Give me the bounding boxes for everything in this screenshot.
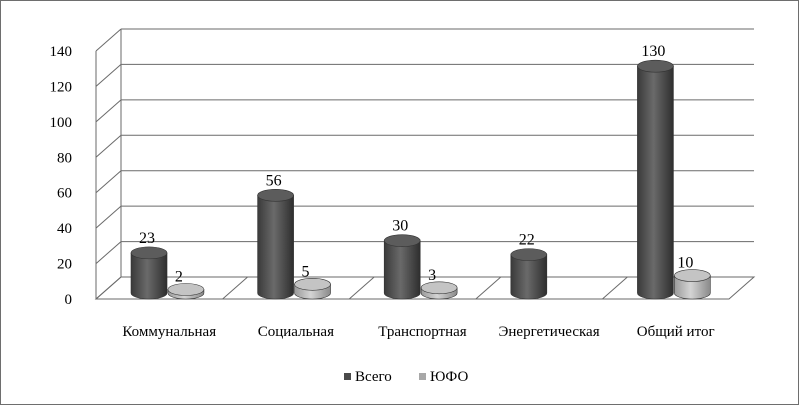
category-divider <box>475 276 502 300</box>
bar-vsego <box>637 59 674 300</box>
bar-yufo <box>167 283 205 300</box>
bar-top <box>383 234 421 247</box>
legend-label: ЮФО <box>430 369 468 385</box>
bar-top <box>637 59 674 73</box>
data-label: 22 <box>519 232 535 249</box>
category-label: Социальная <box>258 324 334 340</box>
category-label: Транспортная <box>378 324 467 340</box>
bar-vsego <box>383 234 421 300</box>
category-label: Энергетическая <box>498 324 599 340</box>
bar-vsego <box>257 188 294 300</box>
labels: 0 20 40 60 80 100 120 140 23 2 Коммунальная 56 5 Соци… <box>50 43 715 340</box>
y-tick-label: 140 <box>50 44 73 60</box>
y-tick-label: 0 <box>65 292 73 308</box>
bar-yufo <box>674 269 711 300</box>
bar-yufo <box>420 281 458 300</box>
gridline-diagonal <box>95 276 122 300</box>
bar-body <box>637 65 674 300</box>
bar-vsego <box>130 246 168 300</box>
category-divider <box>222 276 248 300</box>
bar-body <box>510 254 548 300</box>
data-label: 23 <box>139 230 155 247</box>
data-label: 56 <box>266 172 282 189</box>
data-label: 5 <box>302 263 310 280</box>
legend-label: Всего <box>355 369 392 385</box>
y-tick-label: 60 <box>57 186 72 202</box>
data-label: 130 <box>641 43 665 60</box>
bar-vsego <box>510 248 548 300</box>
data-label: 3 <box>428 267 436 284</box>
bar-body <box>130 252 168 300</box>
y-tick-label: 120 <box>50 79 73 95</box>
data-label: 30 <box>392 218 408 235</box>
gridline-diagonal <box>95 241 122 264</box>
bar-top <box>294 277 331 291</box>
y-tick-label: 80 <box>57 150 72 166</box>
legend-swatch <box>344 373 351 380</box>
category-divider <box>348 276 375 300</box>
data-label: 10 <box>677 255 693 272</box>
gridline-diagonal <box>95 64 122 87</box>
gridline-diagonal <box>95 99 122 123</box>
category-label: Общий итог <box>637 324 715 340</box>
bar-body <box>383 240 421 300</box>
gridline-diagonal <box>95 170 122 194</box>
legend-swatch <box>419 373 426 380</box>
bar-top <box>420 281 458 295</box>
category-divider <box>602 276 628 300</box>
legend: Всего ЮФО <box>344 369 468 385</box>
y-tick-label: 20 <box>57 257 72 273</box>
gridline-diagonal <box>95 134 122 158</box>
bar-top <box>674 269 711 282</box>
bar-body <box>257 194 294 300</box>
gridline-diagonal <box>95 205 122 229</box>
bars <box>130 59 711 300</box>
bar-body <box>674 275 711 300</box>
bar-yufo <box>294 277 331 300</box>
bar-top <box>257 188 294 202</box>
bar-top <box>510 248 548 261</box>
y-tick-label: 100 <box>50 115 73 131</box>
bar-top <box>167 283 205 296</box>
data-label: 2 <box>175 269 183 286</box>
y-tick-label: 40 <box>57 221 72 237</box>
bar-top <box>130 246 168 260</box>
gridline-diagonal <box>95 28 122 52</box>
category-label: Коммунальная <box>122 324 216 340</box>
